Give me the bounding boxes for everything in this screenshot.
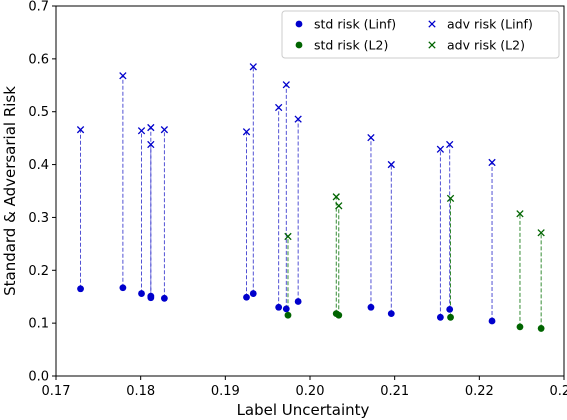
std-risk-linf-point — [387, 310, 395, 318]
legend-marker — [295, 41, 303, 49]
adv-risk-linf-point — [147, 123, 155, 132]
std-risk-linf-point — [77, 285, 84, 293]
adv-risk-linf-point — [488, 158, 496, 167]
legend-marker — [295, 20, 303, 28]
legend-entry: adv risk (Linf) — [428, 17, 533, 32]
adv-risk-linf-point — [387, 160, 395, 169]
std-risk-l2-point — [447, 313, 454, 321]
std-risk-linf-point — [367, 303, 375, 311]
legend-entry: adv risk (L2) — [428, 38, 525, 53]
std-risk-linf-point — [282, 305, 290, 313]
adv-risk-linf-point — [446, 140, 454, 149]
std-risk-l2-point — [335, 311, 343, 319]
x-tick-label: 0.22 — [465, 384, 494, 399]
legend-box — [281, 10, 560, 59]
adv-risk-linf-point — [119, 72, 127, 80]
legend-label: adv risk (L2) — [447, 38, 525, 53]
adv-risk-l2-point — [284, 232, 292, 241]
std-risk-linf-point — [436, 313, 444, 321]
y-tick-label: 0.5 — [28, 105, 49, 120]
legend-entry: std risk (Linf) — [295, 17, 396, 32]
adv-risk-linf-point — [160, 126, 169, 134]
adv-risk-linf-point — [137, 127, 146, 135]
std-risk-linf-point — [446, 306, 454, 313]
legend-label: std risk (Linf) — [314, 17, 396, 32]
y-tick-label: 0.4 — [28, 158, 49, 173]
legend-label: std risk (L2) — [314, 38, 388, 53]
x-tick-label: 0.18 — [126, 384, 155, 399]
y-tick-label: 0.2 — [28, 264, 49, 279]
adv-risk-linf-point — [275, 103, 283, 112]
adv-risk-linf-point — [249, 63, 257, 71]
legend-entry: std risk (L2) — [295, 38, 388, 53]
x-tick-label: 0.21 — [380, 384, 409, 399]
adv-risk-l2-point — [332, 193, 340, 201]
adv-risk-l2-point — [335, 202, 343, 210]
adv-risk-linf-point — [147, 140, 155, 149]
plot-area — [56, 6, 564, 376]
adv-risk-l2-point — [446, 194, 455, 203]
y-tick-label: 0.0 — [28, 370, 49, 385]
x-tick-label: 0.17 — [42, 384, 71, 399]
std-risk-linf-point — [147, 292, 155, 300]
std-risk-l2-point — [516, 323, 524, 331]
adv-risk-linf-point — [436, 145, 445, 153]
y-tick-label: 0.6 — [28, 52, 49, 67]
y-axis-title: Standard & Adversarial Risk — [1, 86, 19, 296]
x-axis-ticks: 0.17 0.18 0.19 0.20 0.21 0.22 0.23 — [42, 376, 567, 399]
legend-label: adv risk (Linf) — [447, 17, 533, 32]
adv-risk-linf-point — [76, 126, 85, 134]
std-risk-l2-point — [537, 325, 545, 332]
adv-risk-linf-point — [242, 128, 251, 136]
stem-lines — [80, 66, 542, 329]
adv-risk-linf-point — [367, 133, 375, 142]
std-risk-linf-point — [119, 284, 127, 292]
adv-risk-linf-point — [294, 115, 302, 123]
y-axis-ticks: 0.0 0.1 0.2 0.3 0.4 0.5 0.6 0.7 — [28, 0, 56, 385]
std-risk-linf-point — [249, 290, 257, 297]
std-risk-linf-point — [243, 293, 250, 301]
x-axis-title: Label Uncertainty — [237, 401, 370, 419]
x-tick-label: 0.19 — [211, 384, 240, 399]
legend-marker — [428, 20, 436, 28]
std-risk-linf-point — [160, 294, 168, 302]
adv-risk-l2-point — [537, 229, 545, 237]
legend-marker — [428, 41, 436, 49]
std-risk-linf-point — [275, 303, 283, 311]
y-tick-label: 0.3 — [28, 211, 49, 226]
x-tick-label: 0.20 — [296, 384, 325, 399]
std-risk-linf-point — [138, 290, 145, 297]
std-risk-l2-point — [284, 311, 292, 319]
adv-risk-l2-point — [516, 210, 524, 218]
legend: std risk (Linf) std risk (L2) adv risk (Li… — [281, 10, 560, 59]
adv-risk-linf-point — [282, 81, 290, 89]
std-risk-linf-point — [488, 317, 496, 325]
y-tick-label: 0.1 — [28, 317, 49, 332]
data-markers — [76, 63, 545, 332]
y-tick-label: 0.7 — [28, 0, 49, 15]
std-risk-linf-point — [294, 298, 302, 305]
x-tick-label: 0.23 — [550, 384, 567, 399]
